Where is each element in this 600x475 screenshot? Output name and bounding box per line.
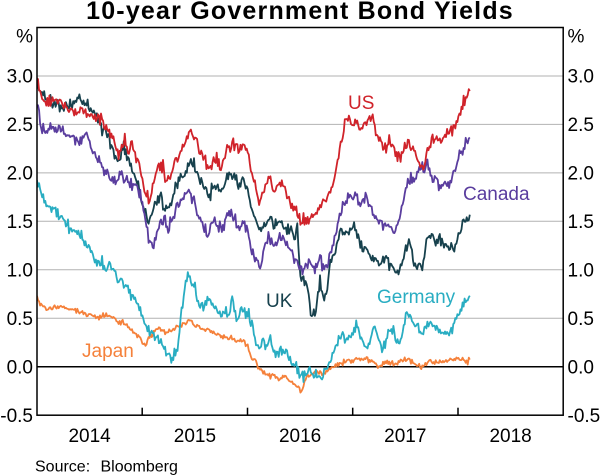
svg-text:0.5: 0.5 xyxy=(7,309,33,330)
svg-text:10-year Government Bond Yields: 10-year Government Bond Yields xyxy=(86,0,514,25)
svg-text:2014: 2014 xyxy=(68,426,111,447)
svg-text:3.0: 3.0 xyxy=(7,67,33,88)
svg-text:1.0: 1.0 xyxy=(568,261,594,282)
svg-text:1.5: 1.5 xyxy=(7,212,33,233)
svg-text:Source:: Source: xyxy=(35,459,90,475)
svg-text:2.5: 2.5 xyxy=(568,115,594,136)
svg-text:2015: 2015 xyxy=(174,426,216,447)
svg-text:Bloomberg: Bloomberg xyxy=(101,459,178,475)
svg-text:0.5: 0.5 xyxy=(568,309,594,330)
svg-text:Germany: Germany xyxy=(377,287,456,308)
svg-text:2.5: 2.5 xyxy=(7,115,33,136)
svg-text:2016: 2016 xyxy=(279,426,321,447)
svg-text:US: US xyxy=(348,93,374,114)
svg-text:2.0: 2.0 xyxy=(7,164,33,185)
svg-text:0.0: 0.0 xyxy=(568,357,594,378)
svg-text:2017: 2017 xyxy=(384,426,426,447)
svg-text:-0.5: -0.5 xyxy=(568,406,600,427)
svg-text:Japan: Japan xyxy=(82,341,134,362)
svg-text:Canada: Canada xyxy=(463,184,530,205)
svg-text:3.0: 3.0 xyxy=(568,67,594,88)
svg-text:0.0: 0.0 xyxy=(7,357,33,378)
svg-text:-0.5: -0.5 xyxy=(0,406,33,427)
svg-text:1.0: 1.0 xyxy=(7,261,33,282)
svg-text:%: % xyxy=(568,27,585,48)
svg-text:UK: UK xyxy=(266,291,293,312)
svg-text:1.5: 1.5 xyxy=(568,212,594,233)
svg-text:2018: 2018 xyxy=(489,426,531,447)
svg-text:%: % xyxy=(16,27,33,48)
svg-text:2.0: 2.0 xyxy=(568,164,594,185)
